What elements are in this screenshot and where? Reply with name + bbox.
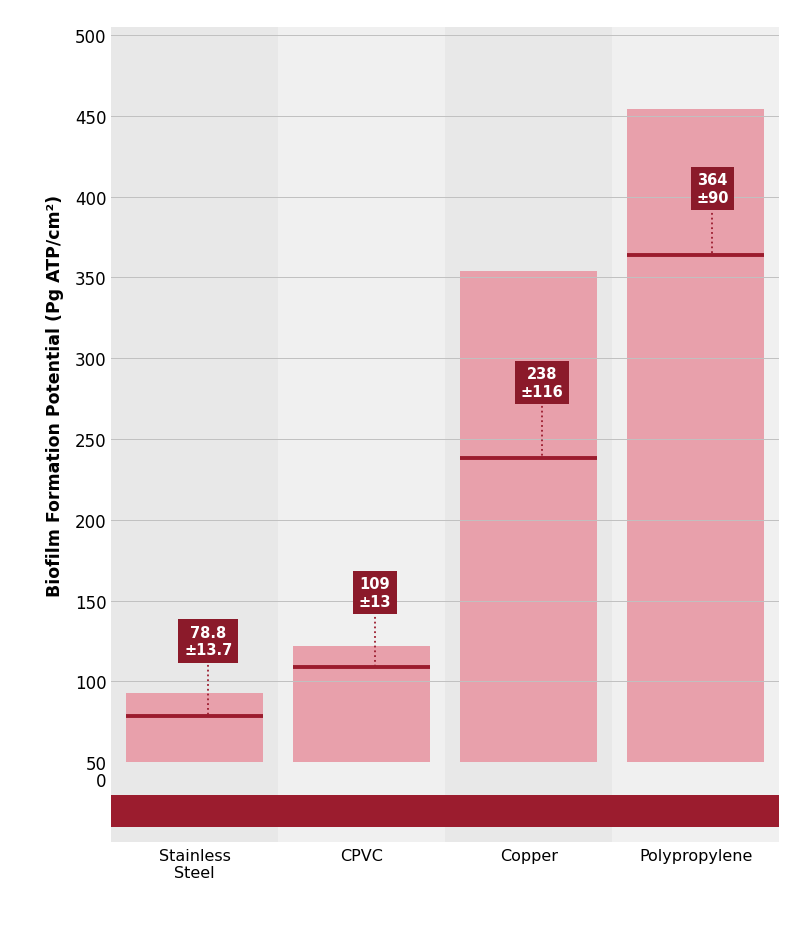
Text: 78.8
±13.7: 78.8 ±13.7 [184,625,232,657]
Bar [111,796,779,826]
Bar [460,271,597,762]
Bar [126,694,263,762]
Bar [278,28,445,762]
Bar [612,28,779,762]
Text: 238
±116: 238 ±116 [521,367,564,400]
Text: 109
±13: 109 ±13 [359,577,391,609]
Bar [445,28,612,762]
Bar [111,28,278,762]
Text: 364
±90: 364 ±90 [696,173,728,206]
Bar [612,762,779,842]
Bar [627,110,764,762]
Bar [445,762,612,842]
Y-axis label: Biofilm Formation Potential (Pg ATP/cm²): Biofilm Formation Potential (Pg ATP/cm²) [45,195,64,596]
Bar [278,762,445,842]
Bar [293,646,430,762]
Bar [111,762,278,842]
